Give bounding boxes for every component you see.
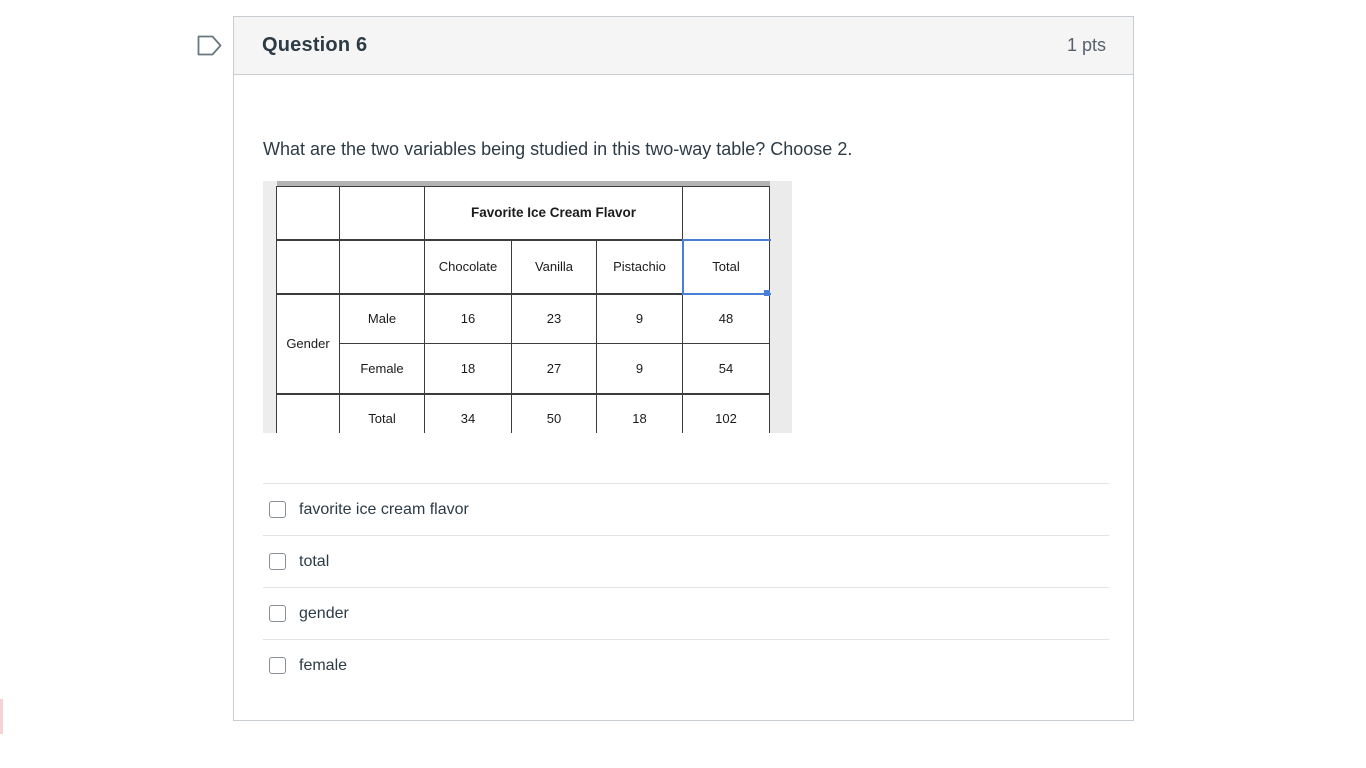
data-cell: 18 <box>424 343 512 394</box>
data-cell: 16 <box>424 292 512 344</box>
data-cell: 54 <box>682 343 770 394</box>
answer-checkbox[interactable] <box>269 501 286 518</box>
table-row: Gender Male 16 23 9 48 <box>276 292 770 394</box>
answer-row[interactable]: favorite ice cream flavor <box>263 483 1109 535</box>
cell-selection-handle <box>764 290 770 296</box>
answer-label: gender <box>299 604 349 622</box>
row-label-cell: Total <box>339 392 425 433</box>
question-header: Question 6 1 pts <box>234 17 1133 75</box>
cell-selection-border-top <box>682 239 771 241</box>
answer-row[interactable]: total <box>263 535 1109 587</box>
data-cell: 34 <box>424 392 512 433</box>
data-cell: 9 <box>596 343 683 394</box>
cell-selection-border-bottom <box>682 293 771 295</box>
table-row: Total 34 50 18 102 <box>276 392 770 433</box>
answer-row[interactable]: gender <box>263 587 1109 639</box>
cell-selection-border-left <box>682 239 684 295</box>
table-row: Female 18 27 9 54 <box>277 343 770 394</box>
answer-checkbox[interactable] <box>269 657 286 674</box>
row-group-cell: Gender <box>276 292 340 394</box>
col-header-cell: Vanilla <box>511 238 597 294</box>
data-cell: 23 <box>511 292 597 344</box>
col-header-cell-total: Total <box>682 238 770 294</box>
data-cell: 9 <box>596 292 683 344</box>
two-way-table-image: Favorite Ice Cream Flavor Chocolate Vani… <box>263 181 792 433</box>
image-right-margin <box>770 181 792 433</box>
row-label-cell: Male <box>339 292 425 344</box>
image-top-bar <box>277 181 771 187</box>
data-cell: 50 <box>511 392 597 433</box>
col-header-cell: Chocolate <box>424 238 512 294</box>
answer-checkbox[interactable] <box>269 605 286 622</box>
question-title: Question 6 <box>262 34 368 56</box>
col-header-cell: Pistachio <box>596 238 683 294</box>
image-left-margin <box>263 181 277 433</box>
answer-label: total <box>299 552 330 570</box>
edge-artifact <box>0 699 3 734</box>
question-points: 1 pts <box>1066 35 1106 55</box>
answer-options: favorite ice cream flavor total gender f… <box>263 483 1109 691</box>
answer-checkbox[interactable] <box>269 553 286 570</box>
flag-question-button[interactable] <box>194 33 224 61</box>
answer-label: female <box>299 656 348 674</box>
data-cell: 18 <box>596 392 683 433</box>
question-prompt: What are the two variables being studied… <box>263 139 853 159</box>
data-cell: 102 <box>682 392 770 433</box>
data-cell: 48 <box>682 292 770 344</box>
data-cell: 27 <box>511 343 597 394</box>
row-label-cell: Female <box>339 343 425 394</box>
answer-label: favorite ice cream flavor <box>299 500 469 518</box>
table-row: Chocolate Vanilla Pistachio Total <box>276 238 770 294</box>
table-row: Favorite Ice Cream Flavor <box>276 186 770 240</box>
flag-icon <box>196 35 223 61</box>
answer-row[interactable]: female <box>263 639 1109 691</box>
two-way-table: Favorite Ice Cream Flavor Chocolate Vani… <box>276 186 770 433</box>
question-card: Question 6 1 pts What are the two variab… <box>233 16 1134 721</box>
table-title-cell: Favorite Ice Cream Flavor <box>424 186 683 240</box>
